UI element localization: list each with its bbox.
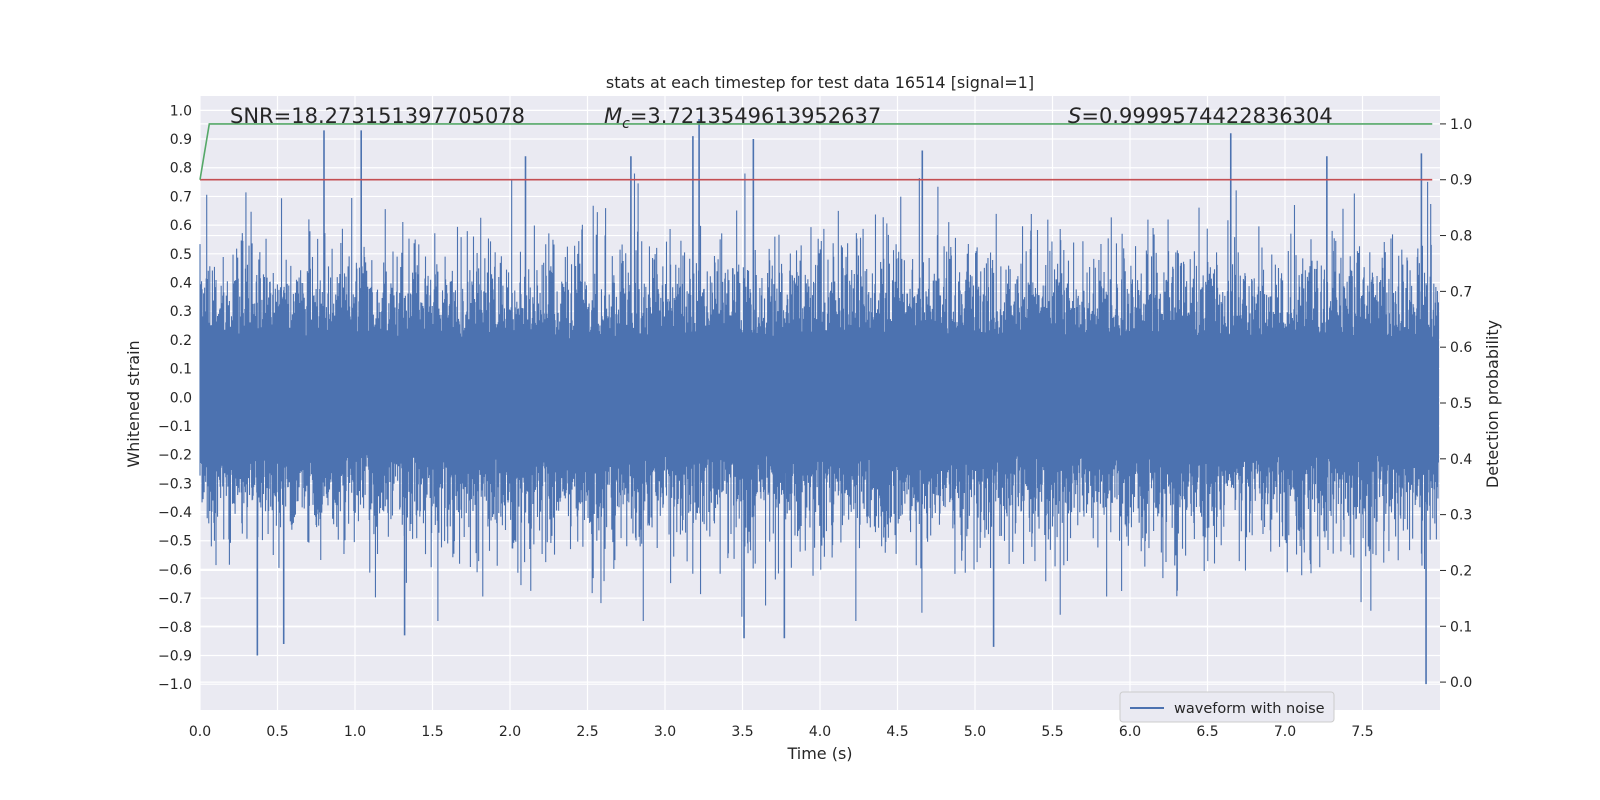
y-right-tick-label: 1.0	[1450, 117, 1472, 133]
y-left-tick-label: −1.0	[158, 677, 192, 693]
y-left-tick-label: −0.7	[158, 591, 192, 607]
annotation-score: S=0.9999574422836304	[1068, 104, 1333, 128]
y-left-tick-label: 0.5	[170, 247, 192, 263]
annotation-snr: SNR=18.273151397705078	[230, 104, 525, 128]
y-left-tick-label: 0.8	[170, 161, 192, 177]
y-left-tick-label: −0.2	[158, 448, 192, 464]
y-axis-right-title: Detection probability	[1483, 320, 1502, 488]
x-tick-label: 0.0	[189, 724, 211, 740]
legend-box	[1119, 691, 1335, 723]
tick-labels: 0.0 0.5 1.0 1.5 2.0 2.5 3.0 3.5 4.0 4.5 5.0 5.5 6.0 6…	[158, 103, 1472, 740]
y-right-tick-label: 0.0	[1450, 675, 1472, 691]
x-tick-label: 5.0	[964, 724, 986, 740]
y-left-tick-label: 0.1	[170, 362, 192, 378]
y-left-tick-label: 1.0	[170, 103, 192, 119]
series-waveform-with-noise	[199, 118, 1439, 685]
chart-title: stats at each timestep for test data 165…	[606, 73, 1034, 92]
y-right-tick-label: 0.3	[1450, 508, 1472, 524]
x-tick-label: 2.5	[576, 724, 598, 740]
x-axis-title: Time (s)	[786, 744, 852, 763]
y-left-tick-label: −0.1	[158, 419, 192, 435]
y-left-tick-label: 0.6	[170, 218, 192, 234]
y-left-tick-label: −0.5	[158, 534, 192, 550]
y-left-tick-label: 0.9	[170, 132, 192, 148]
y-left-tick-label: 0.7	[170, 189, 192, 205]
y-right-tick-label: 0.8	[1450, 229, 1472, 245]
waveform-core	[200, 339, 1439, 455]
x-tick-label: 7.5	[1351, 724, 1373, 740]
x-tick-label: 1.5	[421, 724, 443, 740]
x-tick-label: 3.5	[731, 724, 753, 740]
y-left-tick-label: −0.6	[158, 562, 192, 578]
x-tick-label: 4.5	[886, 724, 908, 740]
annotation-chirp-mass: Mc=3.7213549613952637	[604, 104, 881, 132]
x-tick-label: 7.0	[1274, 724, 1296, 740]
x-tick-label: 4.0	[809, 724, 831, 740]
y-right-tick-label: 0.4	[1450, 452, 1472, 468]
y-right-tick-label: 0.6	[1450, 340, 1472, 356]
legend: waveform with noise	[1119, 691, 1335, 723]
x-tick-label: 5.5	[1041, 724, 1063, 740]
legend-label: waveform with noise	[1174, 701, 1325, 717]
x-tick-label: 6.0	[1119, 724, 1141, 740]
series-detection-probability	[199, 123, 1433, 180]
x-tick-label: 0.5	[266, 724, 288, 740]
y-right-tick-label: 0.9	[1450, 173, 1472, 189]
y-right-tick-label: 0.2	[1450, 563, 1472, 579]
y-left-tick-label: 0.0	[170, 390, 192, 406]
y-left-tick-label: −0.4	[158, 505, 192, 521]
y-left-tick-label: −0.8	[158, 620, 192, 636]
x-tick-label: 3.0	[654, 724, 676, 740]
y-right-tick-label: 0.5	[1450, 396, 1472, 412]
y-axis-left-title: Whitened strain	[124, 340, 143, 467]
x-tick-label: 2.0	[499, 724, 521, 740]
y-left-tick-label: 0.2	[170, 333, 192, 349]
y-left-tick-label: 0.3	[170, 304, 192, 320]
x-tick-label: 6.5	[1196, 724, 1218, 740]
y-left-tick-label: 0.4	[170, 275, 192, 291]
y-right-tick-label: 0.7	[1450, 284, 1472, 300]
y-left-tick-label: −0.3	[158, 476, 192, 492]
y-right-tick-label: 0.1	[1450, 619, 1472, 635]
x-tick-label: 1.0	[344, 724, 366, 740]
y-left-tick-label: −0.9	[158, 648, 192, 664]
probability-lines	[199, 123, 1433, 181]
